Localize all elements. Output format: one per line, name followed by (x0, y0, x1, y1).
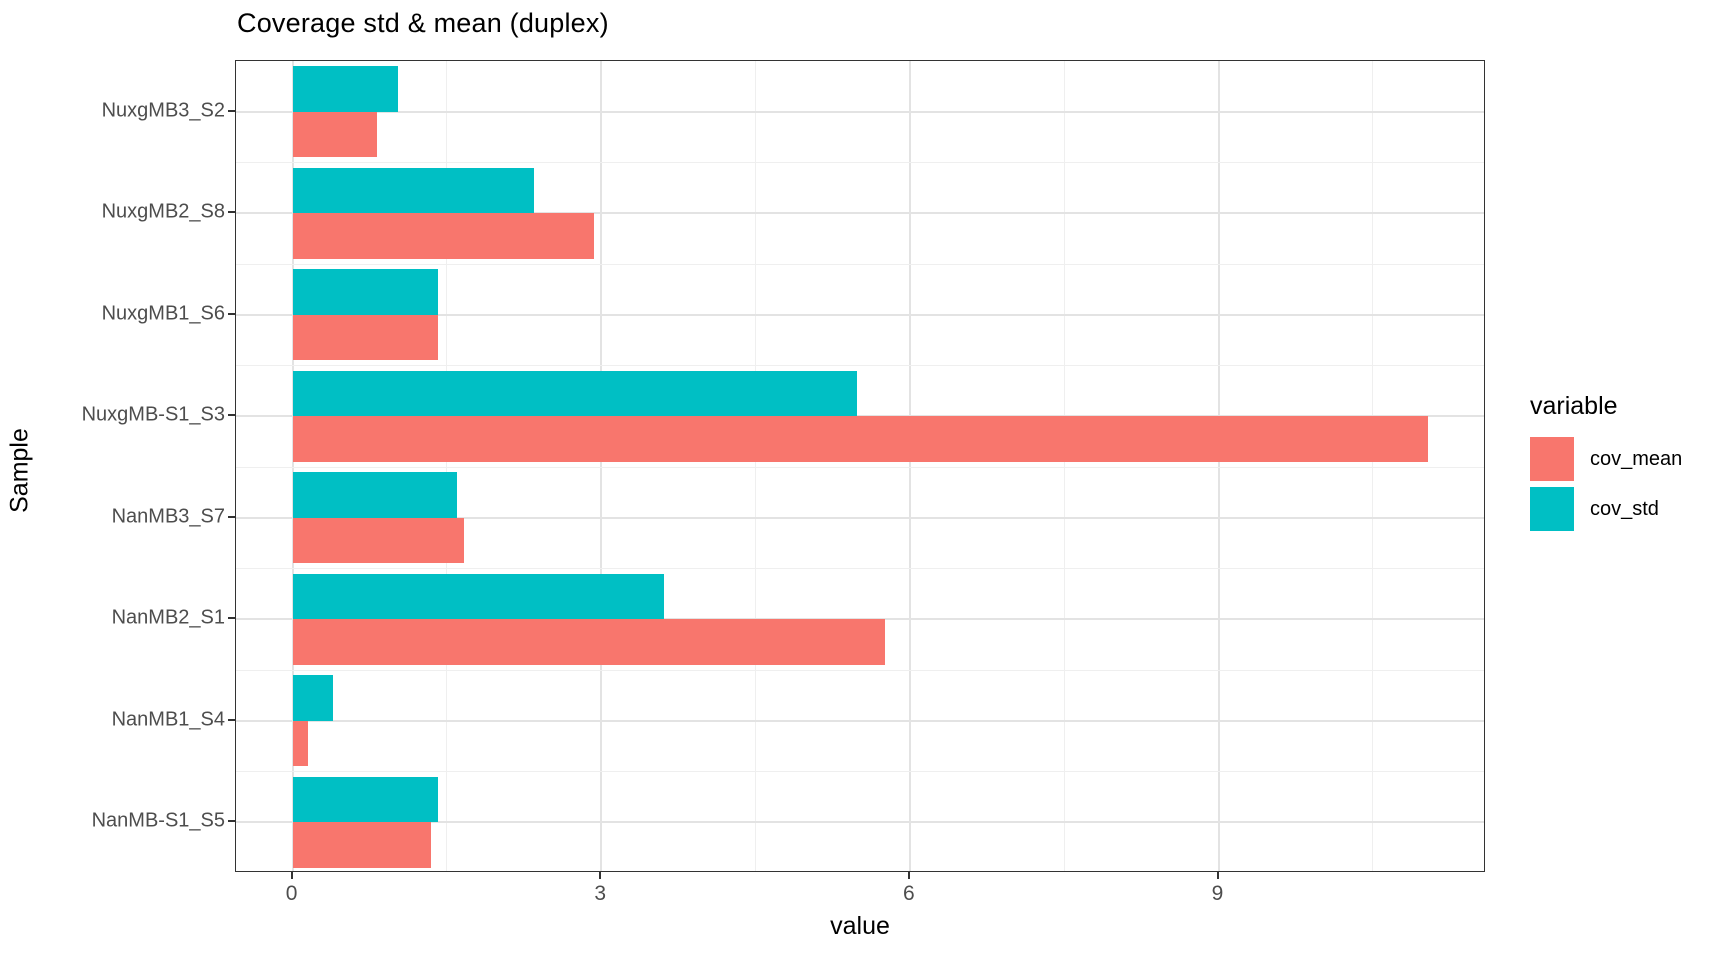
gridline-horizontal-major (236, 516, 1484, 519)
legend-label-cov_std: cov_std (1590, 497, 1659, 520)
bar-cov_std-NuxgMB2_S8 (292, 167, 535, 214)
gridline-horizontal-minor (236, 771, 1484, 772)
x-tick-mark (290, 872, 293, 879)
legend-swatch-cov_std (1530, 487, 1574, 531)
gridline-horizontal-major (236, 110, 1484, 113)
gridline-vertical-major (908, 61, 911, 871)
gridline-horizontal-major (236, 821, 1484, 824)
x-tick-mark (599, 872, 602, 879)
y-tick-label-NuxgMB3_S2: NuxgMB3_S2 (101, 99, 225, 122)
y-tick-mark (228, 820, 235, 823)
gridline-vertical-major (1217, 61, 1220, 871)
gridline-vertical-major (600, 61, 603, 871)
bar-cov_mean-NuxgMB2_S8 (292, 213, 595, 259)
chart-title: Coverage std & mean (duplex) (237, 8, 609, 38)
y-tick-mark (228, 515, 235, 518)
bar-cov_std-NuxgMB1_S6 (292, 269, 438, 315)
y-tick-label-NanMB1_S4: NanMB1_S4 (111, 708, 225, 731)
x-tick-label: 3 (594, 882, 607, 905)
y-axis-title: Sample (5, 428, 34, 513)
gridline-vertical-major (291, 61, 294, 871)
legend-title: variable (1530, 392, 1618, 420)
gridline-horizontal-minor (236, 365, 1484, 366)
y-tick-mark (228, 211, 235, 214)
bar-cov_std-NanMB2_S1 (292, 573, 664, 620)
y-tick-label-NanMB-S1_S5: NanMB-S1_S5 (91, 809, 225, 832)
x-tick-label: 0 (285, 882, 298, 905)
gridline-vertical-minor (1372, 61, 1374, 871)
bar-cov_mean-NuxgMB-S1_S3 (292, 416, 1429, 462)
plot-panel (235, 60, 1485, 872)
bar-cov_std-NanMB3_S7 (292, 472, 458, 518)
y-tick-mark (228, 414, 235, 417)
gridline-horizontal-minor (236, 669, 1484, 671)
gridline-horizontal-minor (236, 162, 1484, 163)
gridline-horizontal-minor (236, 263, 1484, 265)
legend-label-cov_mean: cov_mean (1590, 447, 1683, 470)
gridline-vertical-minor (446, 61, 448, 871)
y-tick-label-NuxgMB1_S6: NuxgMB1_S6 (101, 302, 225, 325)
x-axis-title: value (830, 912, 890, 940)
bar-cov_mean-NuxgMB1_S6 (292, 314, 438, 361)
bar-cov_mean-NanMB2_S1 (292, 619, 886, 665)
legend: variable cov_mean cov_std (1530, 392, 1682, 537)
y-tick-label-NanMB2_S1: NanMB2_S1 (111, 606, 225, 629)
legend-items: cov_mean cov_std (1530, 437, 1682, 531)
bar-cov_mean-NuxgMB3_S2 (292, 111, 377, 158)
x-tick-label: 6 (903, 882, 915, 905)
y-tick-label-NuxgMB2_S8: NuxgMB2_S8 (101, 200, 225, 223)
bar-cov_mean-NanMB-S1_S5 (292, 822, 432, 868)
gridline-horizontal-minor (236, 568, 1484, 569)
bar-cov_std-NanMB-S1_S5 (292, 776, 438, 823)
y-tick-label-NanMB3_S7: NanMB3_S7 (111, 505, 225, 528)
x-tick-label: 9 (1211, 882, 1224, 905)
y-tick-mark (228, 718, 235, 721)
gridline-horizontal-major (236, 212, 1484, 215)
bar-cov_std-NuxgMB-S1_S3 (292, 370, 858, 417)
y-tick-mark (228, 617, 235, 620)
gridline-horizontal-major (236, 313, 1484, 316)
bar-cov_std-NuxgMB3_S2 (292, 66, 398, 112)
gridline-vertical-minor (755, 61, 757, 871)
bar-cov_mean-NanMB1_S4 (292, 720, 308, 767)
legend-item-cov_std: cov_std (1530, 487, 1682, 531)
x-tick-mark (1216, 872, 1219, 879)
legend-item-cov_mean: cov_mean (1530, 437, 1682, 481)
gridline-horizontal-minor (236, 466, 1484, 468)
gridline-vertical-minor (1063, 61, 1065, 871)
legend-swatch-cov_mean (1530, 437, 1574, 481)
y-tick-label-NuxgMB-S1_S3: NuxgMB-S1_S3 (81, 403, 225, 426)
bar-cov_mean-NanMB3_S7 (292, 517, 465, 564)
x-tick-mark (907, 872, 910, 879)
bar-cov_std-NanMB1_S4 (292, 675, 333, 721)
gridline-horizontal-major (236, 719, 1484, 722)
y-tick-mark (228, 312, 235, 315)
y-tick-mark (228, 109, 235, 112)
